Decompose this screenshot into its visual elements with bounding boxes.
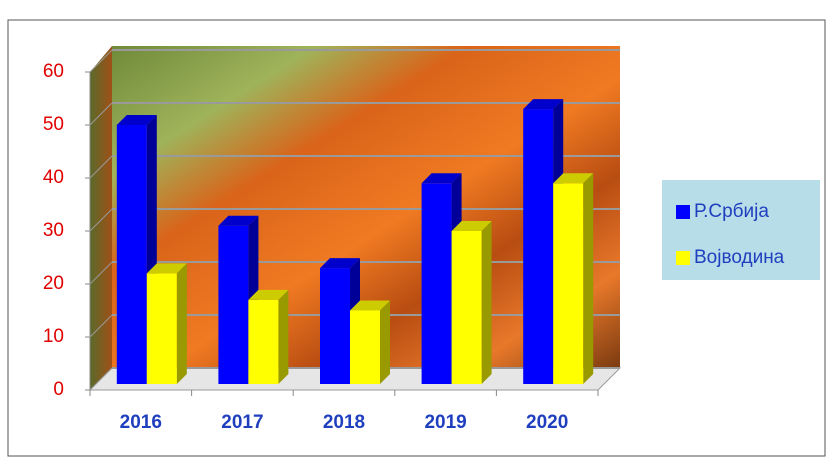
bars: [116, 99, 594, 384]
legend-label: Војводина: [694, 247, 785, 268]
bar: [146, 263, 187, 384]
y-tick-label: 40: [43, 167, 64, 188]
bar-side: [380, 300, 390, 384]
chart-border: [7, 19, 826, 457]
bar-front: [320, 268, 350, 384]
bar: [350, 300, 390, 384]
bar-top: [421, 173, 462, 184]
x-tick-label: 2017: [221, 412, 263, 433]
grid-line: [89, 314, 113, 338]
bar-top: [553, 173, 594, 184]
grid-line: [89, 208, 113, 232]
bar: [451, 221, 492, 384]
bar-front: [248, 299, 279, 384]
y-tick-label: 30: [43, 220, 64, 241]
bar-top: [320, 258, 360, 269]
bar-top: [146, 263, 187, 274]
bar-front: [451, 231, 482, 384]
labels: 0 10 20 30 40 50 60 2016 2017 2018 2019 2020 Р.Србиј…: [43, 61, 785, 433]
bar-side: [278, 289, 289, 384]
bar: [553, 173, 594, 384]
grid-line: [89, 367, 113, 391]
bar-top: [350, 300, 390, 311]
grid-line: [89, 102, 113, 126]
bar-top: [451, 221, 492, 231]
grid-line: [89, 261, 113, 285]
side-wall: [90, 46, 112, 390]
bar-top: [218, 215, 259, 226]
x-tick-label: 2018: [323, 412, 365, 433]
y-tick-label: 20: [43, 273, 64, 294]
x-tick-label: 2019: [424, 412, 466, 433]
legend-label: Р.Србија: [694, 201, 769, 222]
x-tick-label: 2020: [526, 412, 568, 433]
bar-top: [116, 115, 157, 125]
bar-front: [146, 273, 177, 384]
bar-top: [523, 99, 564, 110]
y-tick-label: 60: [43, 61, 64, 82]
bar-front: [116, 125, 147, 384]
bar-side: [481, 221, 492, 384]
bar-top: [248, 289, 289, 300]
legend-swatch: [676, 251, 690, 265]
bar: [248, 289, 289, 384]
grid-line: [89, 49, 113, 73]
bar-side: [176, 263, 187, 384]
bar-front: [523, 109, 554, 384]
bar-front: [350, 310, 380, 384]
legend-swatch: [676, 205, 690, 219]
bar-front: [421, 183, 452, 384]
y-tick-label: 50: [43, 114, 64, 135]
y-tick-label: 0: [53, 379, 64, 400]
bar-front: [553, 183, 584, 384]
bar-front: [218, 225, 249, 384]
bar-side: [583, 173, 594, 384]
grid-line: [89, 155, 113, 179]
x-tick-label: 2016: [120, 412, 162, 433]
y-tick-label: 10: [43, 326, 64, 347]
